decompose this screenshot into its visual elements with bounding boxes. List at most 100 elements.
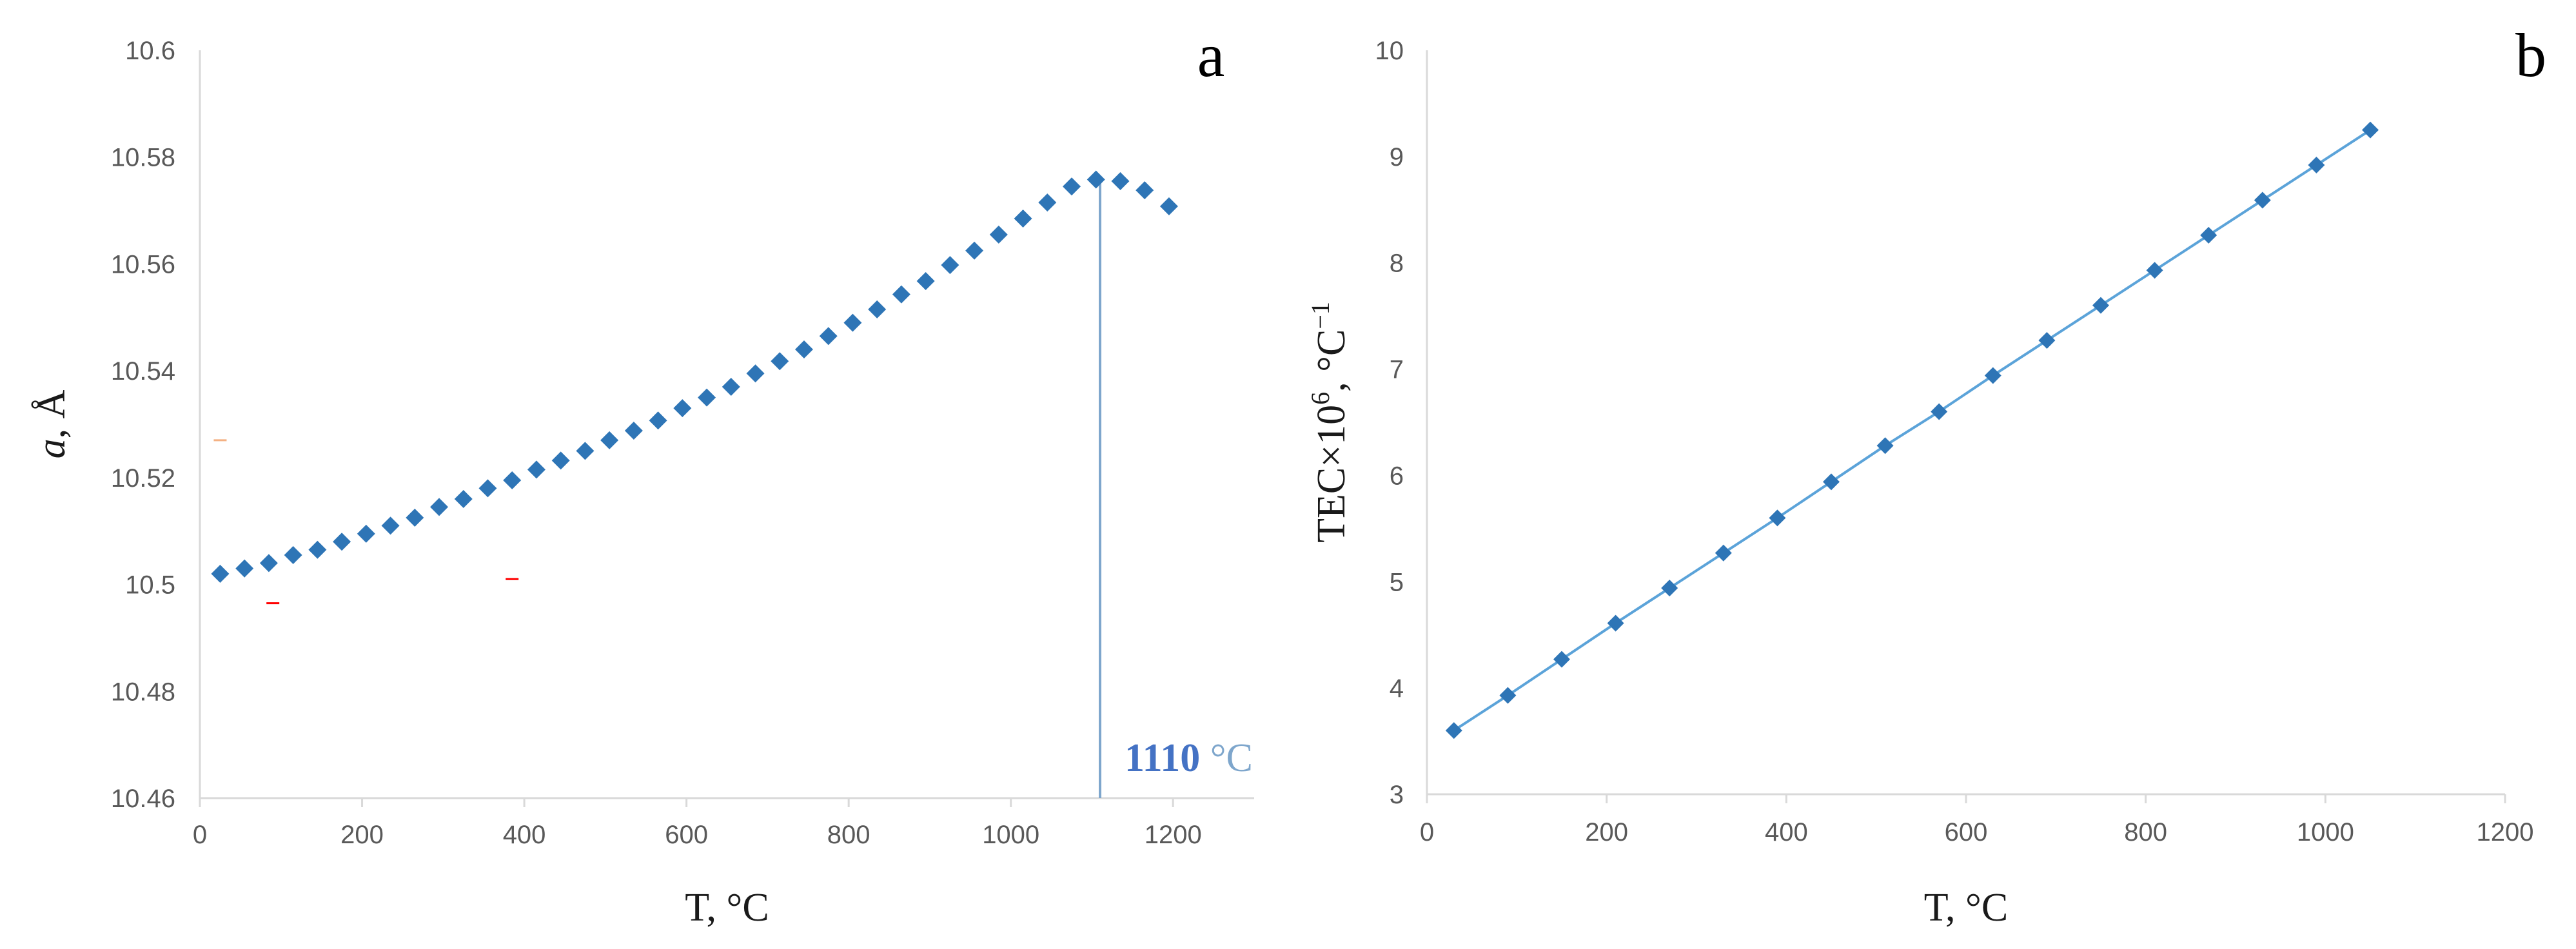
data-point [381, 516, 400, 535]
y-tick-label: 10.56 [111, 250, 175, 279]
data-point [308, 540, 327, 559]
data-point [600, 431, 619, 449]
data-point [430, 498, 449, 516]
y-axis-title-rest: , Å [30, 389, 74, 438]
data-point [965, 241, 984, 260]
data-point [284, 546, 302, 564]
x-tick-label: 200 [1585, 818, 1628, 846]
y-tick-label: 3 [1390, 781, 1404, 809]
x-tick-label: 800 [2124, 818, 2167, 846]
data-point [916, 271, 935, 290]
data-point [333, 533, 351, 551]
data-point [746, 364, 765, 383]
data-point [2146, 262, 2163, 279]
y-tick-label: 10.46 [111, 785, 175, 813]
y-tick-label: 10.48 [111, 678, 175, 706]
x-axis-title: T, °C [1924, 886, 2008, 930]
data-point [673, 399, 692, 418]
data-point [1984, 367, 2001, 384]
data-point [1499, 687, 1517, 704]
y-tick-label: 10 [1375, 37, 1404, 65]
x-tick-label: 1200 [2477, 818, 2534, 846]
series-line [1453, 128, 2372, 732]
data-point [235, 559, 254, 578]
data-point [2308, 157, 2325, 174]
data-point [406, 509, 424, 527]
data-point [2362, 121, 2379, 139]
y-tick-label: 10.58 [111, 144, 175, 172]
data-point [1661, 580, 1678, 597]
data-point [771, 352, 789, 371]
y-axis-title: TEC×106, °C−1 [1306, 302, 1353, 543]
data-point [1086, 170, 1105, 189]
data-point [1553, 651, 1570, 668]
data-point [551, 451, 570, 470]
y-tick-label: 7 [1390, 356, 1404, 384]
y-tick-label: 10.54 [111, 357, 175, 386]
data-point [722, 378, 740, 396]
y-tick-label: 4 [1390, 674, 1404, 703]
x-tick-label: 1200 [1145, 821, 1202, 849]
data-point [649, 411, 667, 430]
data-point [698, 388, 716, 407]
data-point [624, 421, 643, 440]
data-point [1931, 403, 1948, 420]
x-tick-label: 600 [1945, 818, 1988, 846]
data-point [527, 460, 546, 479]
data-point [1607, 614, 1624, 632]
y-tick-label: 5 [1390, 568, 1404, 596]
data-point [794, 340, 813, 358]
annotation-label: 1110 °C [1125, 736, 1253, 780]
y-axis-title: a, Å [30, 389, 74, 458]
data-point [941, 256, 959, 275]
data-point [1038, 193, 1057, 212]
x-tick-label: 200 [340, 821, 384, 849]
data-point [2254, 191, 2271, 209]
data-point [819, 327, 838, 346]
y-tick-label: 10.52 [111, 464, 175, 493]
data-point [1823, 473, 1840, 491]
data-point [2092, 297, 2109, 314]
data-point [259, 554, 278, 572]
data-point [1111, 172, 1130, 190]
x-tick-label: 0 [193, 821, 207, 849]
data-point [1445, 722, 1462, 739]
panel-label-b: b [2515, 21, 2546, 90]
x-tick-label: 400 [503, 821, 546, 849]
data-point [1876, 437, 1894, 455]
data-point [1063, 177, 1081, 196]
x-tick-label: 1000 [982, 821, 1039, 849]
y-axis-title-unit-sup: −1 [1306, 302, 1335, 329]
y-axis-title-sup: 6 [1306, 392, 1335, 405]
chart-panel-b: 3 4 5 6 7 8 9 10 0 200 400 600 800 1000 1200 T, °C TEC×1… [1306, 21, 2546, 930]
y-tick-label: 9 [1390, 143, 1404, 171]
y-axis-title-italic: a [30, 438, 74, 458]
x-axis-title: T, °C [685, 886, 769, 930]
data-point [868, 300, 887, 318]
annotation-unit: °C [1200, 736, 1253, 780]
y-axis-title-unit: , °C [1310, 329, 1353, 392]
data-point [576, 442, 595, 460]
x-tick-label: 800 [827, 821, 870, 849]
panel-label-a: a [1197, 21, 1225, 90]
data-point [1159, 197, 1178, 215]
y-tick-label: 10.6 [125, 37, 175, 65]
data-point [892, 285, 910, 304]
y-axis-title-main: TEC×10 [1310, 405, 1353, 543]
data-point [211, 565, 230, 583]
y-tick-label: 6 [1390, 462, 1404, 490]
chart-panel-a: 10.46 10.48 10.5 10.52 10.54 10.56 10.58 10.6 0 2… [30, 21, 1254, 930]
data-point [1136, 181, 1154, 200]
annotation-value: 1110 [1125, 736, 1200, 780]
x-tick-label: 400 [1765, 818, 1808, 846]
data-point [989, 225, 1008, 244]
data-point [843, 313, 862, 332]
x-tick-label: 600 [665, 821, 708, 849]
data-point [454, 490, 473, 508]
data-point [1769, 509, 1786, 527]
x-tick-label: 0 [1420, 818, 1434, 846]
data-point [1715, 544, 1732, 562]
data-point [1014, 210, 1032, 228]
x-tick-label: 1000 [2297, 818, 2354, 846]
